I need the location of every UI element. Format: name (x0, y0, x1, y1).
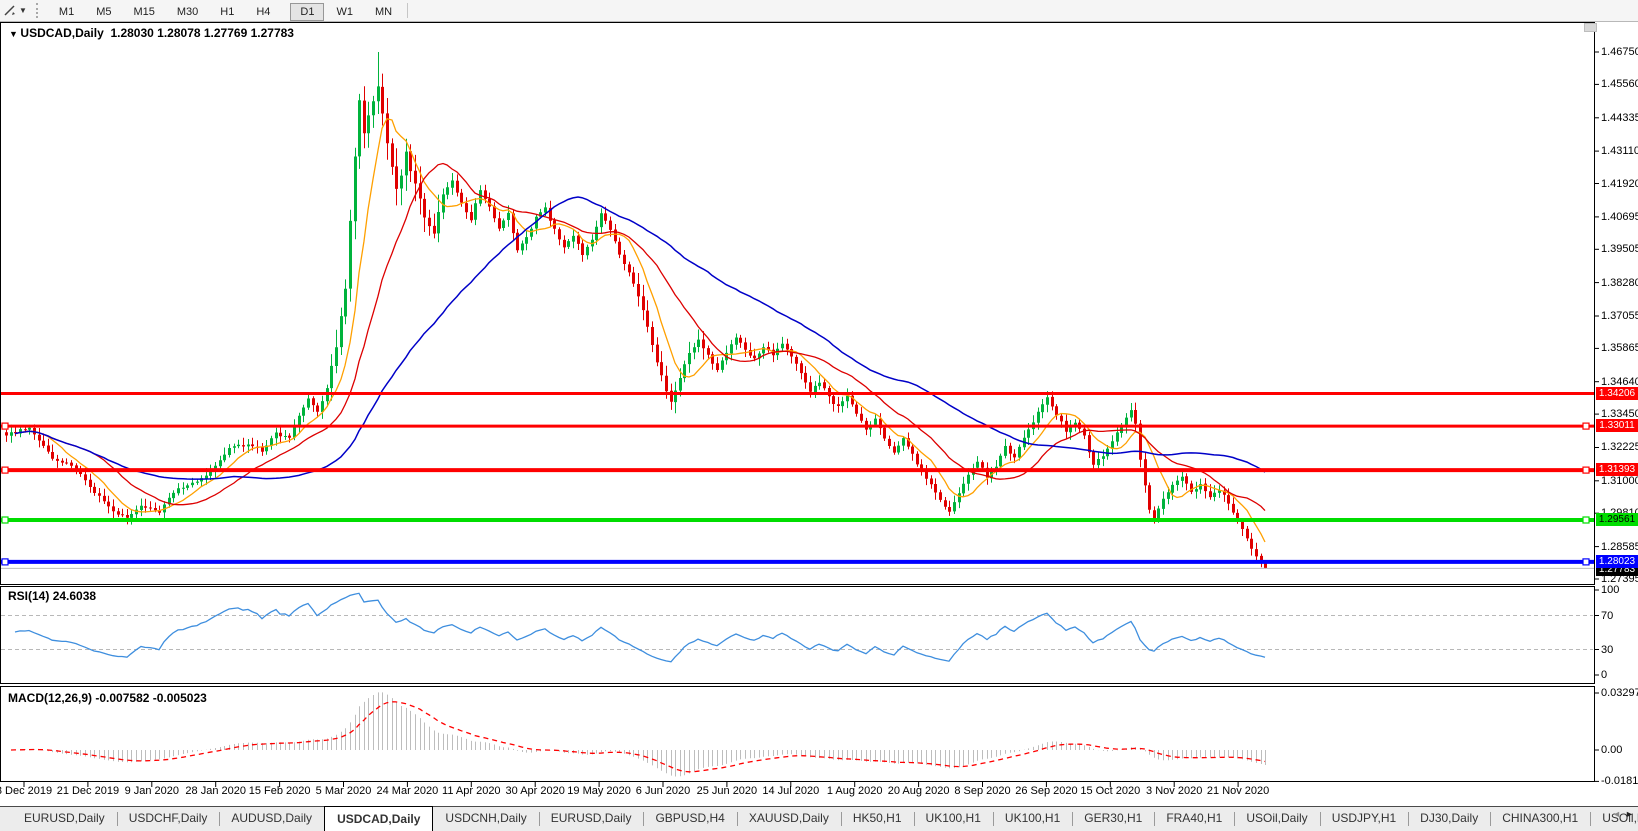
timeframe-button-w1[interactable]: W1 (336, 5, 353, 18)
price-line-tag-1.28023: 1.28023 (1596, 555, 1638, 568)
tab-china300-h1[interactable]: CHINA300,H1 (1490, 807, 1590, 831)
tab-eurusd-daily[interactable]: EURUSD,Daily (538, 807, 644, 831)
timeframe-button-m15[interactable]: M15 (133, 5, 155, 18)
date-label: 1 Aug 2020 (826, 785, 883, 797)
price-tick-label: 1.41920 (1601, 178, 1638, 190)
price-line-tag-1.33011: 1.33011 (1596, 419, 1638, 432)
tab-scroll-right-icon[interactable]: ► (1625, 809, 1634, 819)
rsi-value: 24.6038 (52, 589, 97, 603)
price-tick-label: 1.39505 (1601, 243, 1638, 255)
toolbar-dropdown-caret-icon[interactable]: ▼ (19, 6, 27, 15)
tab-gbpusd-h4[interactable]: GBPUSD,H4 (643, 807, 736, 831)
timeframe-button-d1[interactable]: D1 (290, 2, 325, 21)
price-tick-label: 1.43110 (1601, 145, 1638, 157)
date-label: 28 Jan 2020 (185, 785, 246, 797)
price-tick-label: 1.27395 (1601, 573, 1638, 585)
tab-usoil-daily[interactable]: USOil,Daily (1234, 807, 1319, 831)
tab-usdcnh-daily[interactable]: USDCNH,Daily (445, 811, 527, 825)
rsi-tick-label: 0 (1601, 669, 1608, 681)
price-tick-label: 1.32225 (1601, 441, 1638, 453)
timeframe-button-m1[interactable]: M1 (58, 5, 75, 18)
tab-eurusd-daily[interactable]: EURUSD,Daily (24, 811, 105, 825)
tab-ger30-h1[interactable]: GER30,H1 (1072, 807, 1154, 831)
date-label: 30 Apr 2020 (505, 785, 565, 797)
date-label: 21 Nov 2020 (1206, 785, 1270, 797)
macd-tick-label: -0.018154 (1601, 775, 1638, 787)
timeframe-button-h1[interactable]: H1 (220, 5, 235, 18)
price-tick-label: 1.38280 (1601, 277, 1638, 289)
line-studies-icon[interactable] (2, 3, 18, 19)
timeframe-toolbar: ▼ M1 M5 M15 M30 H1 H4 D1 W1 MN (0, 0, 1638, 22)
rsi-label: RSI(14) 24.6038 (8, 589, 97, 603)
date-label: 20 Aug 2020 (887, 785, 950, 797)
price-tick-label: 1.34640 (1601, 376, 1638, 388)
price-tick-label: 1.35865 (1601, 342, 1638, 354)
price-line-tag-1.34206: 1.34206 (1596, 387, 1638, 400)
tab-uk100-h1[interactable]: UK100,H1 (992, 807, 1072, 831)
date-label: 21 Dec 2019 (56, 785, 120, 797)
rsi-tick-label: 100 (1601, 584, 1620, 596)
price-tick-label: 1.31000 (1601, 475, 1638, 487)
date-label: 25 Jun 2020 (696, 785, 758, 797)
macd-label: MACD(12,26,9) -0.007582 -0.005023 (8, 691, 207, 705)
tab-uk100-h1[interactable]: UK100,H1 (913, 807, 993, 831)
timeframe-button-m5[interactable]: M5 (96, 5, 112, 18)
tab-xauusd-daily[interactable]: XAUUSD,Daily (736, 807, 841, 831)
rsi-panel[interactable] (0, 586, 1595, 684)
tab-audusd-daily[interactable]: AUDUSD,Daily (219, 807, 324, 831)
macd-values: -0.007582 -0.005023 (95, 691, 207, 705)
tab-scroll-left-icon[interactable]: ◄ (1612, 809, 1621, 819)
tab-dj30-daily[interactable]: DJ30,Daily (1408, 807, 1490, 831)
price-tick-label: 1.33450 (1601, 408, 1638, 420)
date-label: 11 Apr 2020 (442, 785, 501, 797)
date-label: 6 Jun 2020 (635, 785, 691, 797)
tab-scroll-buttons: ◄ ► (1610, 809, 1636, 819)
price-tick-label: 1.45560 (1601, 78, 1638, 90)
price-line-tag-1.31393: 1.31393 (1596, 463, 1638, 476)
chart-tab-bar: EURUSD,Daily USDCHF,Daily AUDUSD,Daily USDC… (0, 806, 1638, 831)
timeframe-buttons: M1 M5 M15 M30 H1 H4 D1 W1 MN (48, 2, 403, 21)
chart-corner-widget (1584, 23, 1597, 32)
tab-usoil-h[interactable]: USOil,H (1590, 807, 1638, 831)
toolbar-grip[interactable] (35, 3, 43, 18)
price-tick-label: 1.28585 (1601, 541, 1638, 553)
timeframe-button-m30[interactable]: M30 (176, 5, 199, 18)
tab-usdcad-daily[interactable]: USDCAD,Daily (324, 806, 434, 831)
price-tick-label: 1.37055 (1601, 310, 1638, 322)
main-chart-panel[interactable] (0, 22, 1595, 585)
macd-tick-label: 0.00 (1601, 744, 1623, 756)
date-label: 3 Dec 2019 (0, 785, 53, 797)
tab-usdchf-daily[interactable]: USDCHF,Daily (116, 807, 220, 831)
date-label: 8 Sep 2020 (954, 785, 1011, 797)
rsi-tick-label: 70 (1601, 610, 1614, 622)
timeframe-button-mn[interactable]: MN (374, 5, 393, 18)
date-label: 24 Mar 2020 (376, 785, 439, 797)
chart-symbol-label: USDCAD,Daily (20, 26, 104, 40)
date-label: 9 Jan 2020 (124, 785, 180, 797)
date-label: 3 Nov 2020 (1146, 785, 1203, 797)
date-label: 26 Sep 2020 (1015, 785, 1078, 797)
chart-ohlc-quote: 1.28030 1.28078 1.27769 1.27783 (110, 26, 294, 40)
rsi-tick-label: 30 (1601, 644, 1614, 656)
macd-panel[interactable] (0, 686, 1595, 782)
tab-fra40-h1[interactable]: FRA40,H1 (1154, 807, 1234, 831)
tab-usdjpy-h1[interactable]: USDJPY,H1 (1319, 807, 1408, 831)
chart-title: ▼ USDCAD,Daily 1.28030 1.28078 1.27769 1… (9, 26, 294, 40)
price-tick-label: 1.44335 (1601, 112, 1638, 124)
price-tick-label: 1.40695 (1601, 211, 1638, 223)
date-label: 15 Feb 2020 (248, 785, 311, 797)
macd-tick-label: 0.032972 (1601, 687, 1638, 699)
chart-collapse-icon[interactable]: ▼ (9, 29, 21, 39)
date-label: 14 Jul 2020 (762, 785, 820, 797)
date-label: 19 May 2020 (567, 785, 631, 797)
price-tick-label: 1.46750 (1601, 46, 1638, 58)
tab-hk50-h1[interactable]: HK50,H1 (840, 807, 914, 831)
date-label: 5 Mar 2020 (315, 785, 372, 797)
date-label: 15 Oct 2020 (1080, 785, 1141, 797)
toolbar-separator (407, 3, 409, 18)
timeframe-button-h4[interactable]: H4 (256, 5, 271, 18)
price-line-tag-1.29561: 1.29561 (1596, 513, 1638, 526)
